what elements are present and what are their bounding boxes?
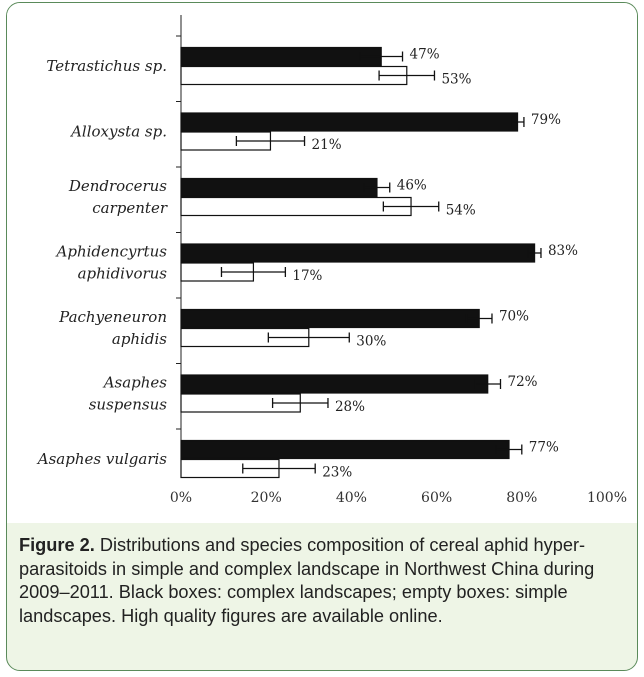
data-label: 54%: [446, 203, 476, 219]
bar-complex: [180, 112, 519, 132]
bar-simple: [180, 65, 408, 86]
x-tick-label: 0%: [170, 490, 192, 506]
category-label: Pachyeneuron aphidis: [58, 308, 167, 348]
data-label: 21%: [312, 137, 342, 153]
x-tick-label: 40%: [336, 490, 367, 506]
data-label: 30%: [356, 334, 386, 350]
x-tick-label: 20%: [251, 490, 282, 506]
category-label: Alloxysta sp.: [69, 123, 167, 141]
data-label: 70%: [499, 309, 529, 325]
category-label-line: suspensus: [89, 396, 168, 414]
x-tick-label: 80%: [506, 490, 537, 506]
category-label-line: Aphidencyrtus: [55, 243, 168, 261]
data-label: 17%: [292, 268, 322, 284]
category-label-line: aphidis: [112, 330, 167, 348]
data-label: 53%: [441, 72, 471, 88]
x-tick-label: 60%: [421, 490, 452, 506]
bar-simple: [180, 196, 412, 217]
category-label-line: Asaphes: [102, 374, 168, 392]
bar-complex: [180, 439, 510, 460]
category-label-line: Pachyeneuron: [58, 308, 167, 326]
category-label: Dendrocerus carpenter: [68, 177, 168, 217]
data-label: 46%: [397, 178, 427, 194]
category-label-line: Dendrocerus: [68, 177, 167, 195]
bar-complex: [180, 308, 480, 329]
bar-complex: [180, 374, 489, 394]
data-label: 83%: [548, 243, 578, 259]
bar-chart: 0% 20% 40% 60% 80% 100% Tetrastichus sp. 47%53%…: [36, 15, 627, 506]
category-label-line: carpenter: [92, 199, 168, 217]
bar-complex: [180, 177, 378, 198]
data-label: 28%: [335, 399, 365, 415]
data-label: 47%: [410, 47, 440, 63]
category-label: Aphidencyrtus aphidivorus: [55, 243, 168, 283]
category-label: Asaphes suspensus: [89, 374, 168, 414]
figure-caption: Figure 2. Distributions and species comp…: [19, 534, 631, 628]
bar-complex: [180, 243, 536, 263]
category-label: Tetrastichus sp.: [46, 57, 167, 75]
x-tick-label: 100%: [587, 490, 627, 506]
data-label: 79%: [531, 112, 561, 128]
data-label: 72%: [508, 374, 538, 390]
caption-label: Figure 2.: [19, 535, 95, 555]
category-label-line: aphidivorus: [78, 265, 168, 283]
data-label: 23%: [322, 465, 352, 481]
category-label: Asaphes vulgaris: [36, 450, 168, 468]
caption-text: Distributions and species composition of…: [19, 535, 595, 626]
figure-panel: 0% 20% 40% 60% 80% 100% Tetrastichus sp. 47% 53%…: [6, 2, 638, 671]
data-label: 77%: [529, 440, 559, 456]
bar-complex: [180, 46, 382, 67]
chart-area: 0% 20% 40% 60% 80% 100% Tetrastichus sp. 47% 53%…: [7, 3, 637, 523]
